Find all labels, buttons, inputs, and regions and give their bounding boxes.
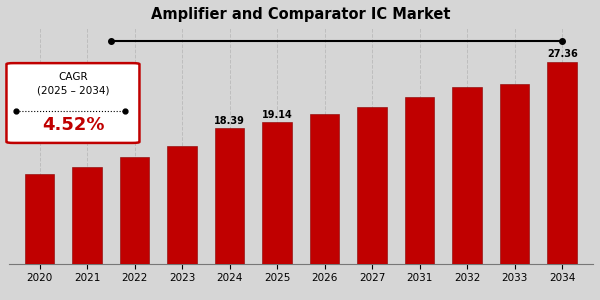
Title: Amplifier and Comparator IC Market: Amplifier and Comparator IC Market [151,7,451,22]
Bar [310,114,340,264]
Bar [547,61,577,264]
Text: 27.36: 27.36 [547,49,578,59]
Bar [405,97,434,264]
Bar [452,87,482,264]
Bar [215,128,244,264]
Text: 19.14: 19.14 [262,110,293,120]
FancyBboxPatch shape [7,63,139,143]
Bar [167,146,197,264]
Bar [358,107,387,264]
Text: 18.39: 18.39 [214,116,245,126]
Text: 4.52%: 4.52% [42,116,104,134]
Bar [120,157,149,264]
Bar [500,84,529,264]
Bar [73,167,102,264]
Text: CAGR
(2025 – 2034): CAGR (2025 – 2034) [37,72,109,96]
Bar [25,174,55,264]
Bar [262,122,292,264]
